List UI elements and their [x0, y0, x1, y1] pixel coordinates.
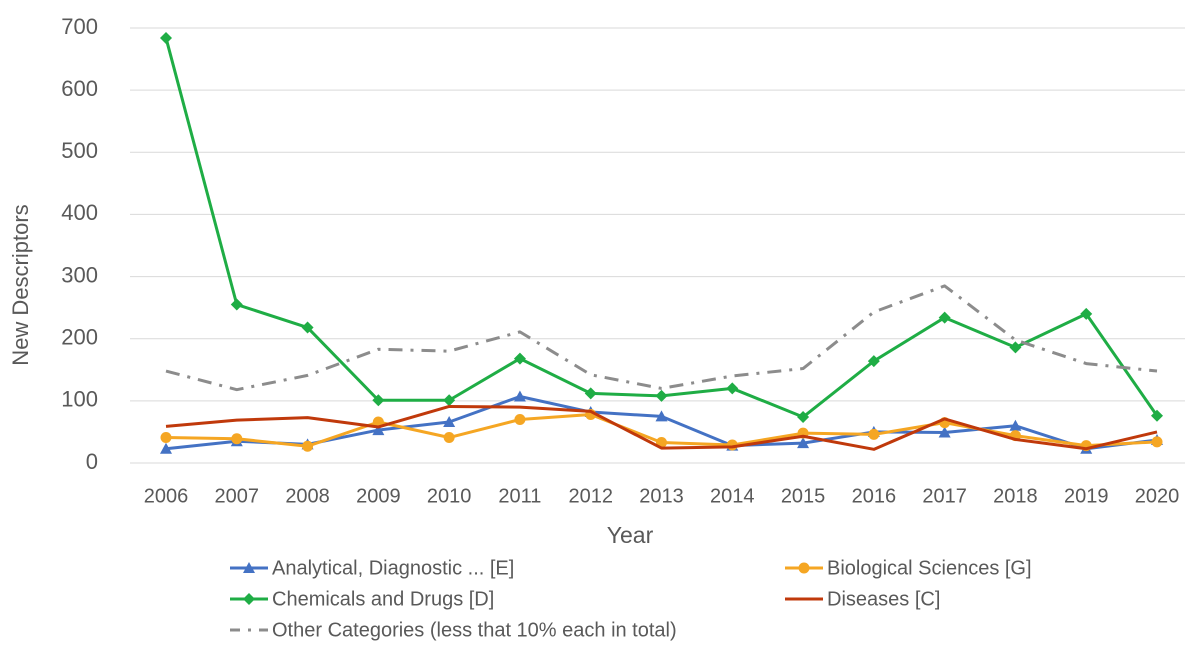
x-tick-label: 2014	[710, 485, 755, 507]
x-tick-label: 2010	[427, 485, 472, 507]
series-line	[165, 284, 1158, 392]
series-line	[165, 404, 1158, 451]
marker	[726, 382, 739, 395]
legend-label: Diseases [C]	[827, 588, 940, 610]
legend-item: Chemicals and Drugs [D]	[230, 588, 494, 610]
x-tick-label: 2008	[285, 485, 330, 507]
x-tick-label: 2009	[356, 485, 401, 507]
series-line	[164, 37, 1159, 419]
legend-item: Analytical, Diagnostic ... [E]	[230, 557, 514, 579]
legend-label: Biological Sciences [G]	[827, 557, 1032, 579]
marker	[514, 414, 526, 425]
marker	[160, 31, 172, 44]
x-tick-label: 2015	[781, 485, 826, 507]
marker	[230, 298, 243, 311]
marker	[938, 426, 951, 438]
y-tick-label: 600	[61, 76, 98, 101]
marker	[243, 593, 255, 605]
x-tick-label: 2017	[922, 485, 967, 507]
x-tick-label: 2006	[144, 485, 189, 507]
marker	[1009, 419, 1022, 431]
marker	[302, 440, 314, 452]
legend-item: Biological Sciences [G]	[785, 557, 1032, 579]
marker	[160, 442, 172, 454]
y-tick-label: 100	[61, 387, 98, 412]
x-axis-label: Year	[607, 522, 654, 548]
marker	[301, 321, 314, 334]
marker	[443, 432, 455, 444]
legend-item: Other Categories (less that 10% each in …	[230, 619, 677, 641]
marker	[1080, 307, 1093, 320]
marker	[798, 562, 810, 574]
x-tick-label: 2019	[1064, 485, 1109, 507]
y-tick-label: 500	[61, 138, 98, 163]
marker	[1151, 409, 1163, 422]
marker	[160, 432, 172, 444]
marker	[231, 433, 243, 445]
marker	[443, 394, 456, 407]
x-tick-label: 2020	[1135, 485, 1180, 507]
x-tick-label: 2012	[568, 485, 613, 507]
marker	[797, 411, 810, 424]
marker	[1151, 436, 1163, 448]
marker	[243, 562, 255, 573]
y-tick-label: 700	[61, 14, 98, 39]
x-tick-label: 2007	[215, 485, 260, 507]
marker	[513, 352, 526, 365]
y-tick-label: 0	[86, 449, 98, 474]
y-tick-label: 400	[61, 200, 98, 225]
x-tick-label: 2011	[498, 485, 541, 507]
x-tick-label: 2013	[639, 485, 684, 507]
marker	[867, 355, 880, 368]
marker	[513, 390, 526, 402]
marker	[372, 424, 385, 436]
marker	[443, 415, 456, 427]
marker	[938, 311, 951, 324]
marker	[655, 410, 668, 422]
marker	[868, 428, 880, 440]
legend-item: Diseases [C]	[785, 588, 940, 610]
y-axis-label: New Descriptors	[8, 204, 33, 365]
y-tick-label: 200	[61, 325, 98, 350]
marker	[655, 389, 668, 402]
x-tick-label: 2018	[993, 485, 1038, 507]
x-tick-label: 2016	[852, 485, 897, 507]
marker	[797, 437, 810, 449]
legend-label: Chemicals and Drugs [D]	[272, 588, 494, 610]
marker	[1009, 341, 1022, 354]
y-tick-label: 300	[61, 262, 98, 287]
marker	[584, 387, 597, 400]
marker	[372, 394, 385, 407]
legend-label: Analytical, Diagnostic ... [E]	[272, 557, 514, 579]
legend-label: Other Categories (less that 10% each in …	[272, 619, 677, 641]
